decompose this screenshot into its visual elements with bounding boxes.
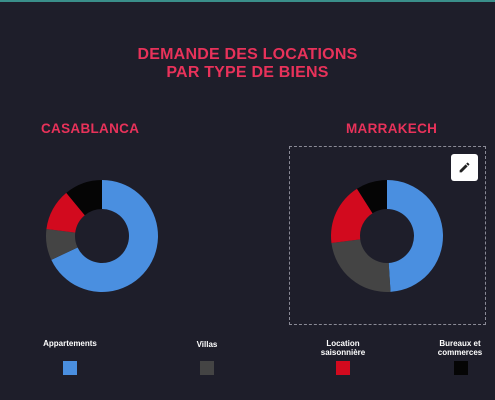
title-line-2: PAR TYPE DE BIENS	[166, 64, 329, 81]
donut-slice-location-saisonni-re[interactable]	[331, 188, 373, 244]
legend-swatch-villas	[200, 361, 214, 375]
legend-swatch-appartements	[63, 361, 77, 375]
legend-label-appartements: Appartements	[30, 339, 110, 348]
donut-slice-villas[interactable]	[331, 239, 391, 292]
title-line-1: DEMANDE DES LOCATIONS	[137, 46, 358, 63]
page-title: DEMANDE DES LOCATIONS PAR TYPE DE BIENS	[0, 46, 495, 82]
donut-slice-appartements[interactable]	[51, 180, 159, 293]
chart-title-casablanca: CASABLANCA	[41, 121, 140, 136]
donut-chart-casablanca[interactable]	[45, 180, 159, 293]
legend-label-location-saisonniere: Location saisonnière	[303, 339, 383, 357]
legend-swatch-location-saisonniere	[336, 361, 350, 375]
pencil-icon	[459, 162, 470, 173]
donut-slice-villas[interactable]	[45, 228, 78, 260]
legend-label-line: Appartements	[43, 339, 97, 348]
legend-label-bureaux-commerces: Bureaux et commerces	[420, 339, 495, 357]
chart-selection-frame[interactable]	[289, 146, 486, 325]
legend-label-villas: Villas	[167, 340, 247, 349]
donut-slice-location-saisonni-re[interactable]	[46, 192, 85, 233]
legend-swatch-bureaux-commerces	[454, 361, 468, 375]
chart-title-marrakech: MARRAKECH	[346, 121, 438, 136]
donut-chart-marrakech[interactable]	[331, 180, 444, 292]
donut-slice-appartements[interactable]	[387, 180, 444, 292]
legend-label-line: Location	[326, 339, 360, 348]
donut-slice-bureaux-et-commerces[interactable]	[356, 180, 387, 214]
legend-label-line: Bureaux et	[439, 339, 481, 348]
legend-label-line: commerces	[437, 348, 483, 357]
edit-button[interactable]	[451, 154, 478, 181]
donut-slice-bureaux-et-commerces[interactable]	[66, 180, 102, 216]
legend-label-line: Villas	[196, 340, 218, 349]
legend-label-line: saisonnière	[320, 348, 366, 357]
top-accent-line	[0, 0, 495, 2]
